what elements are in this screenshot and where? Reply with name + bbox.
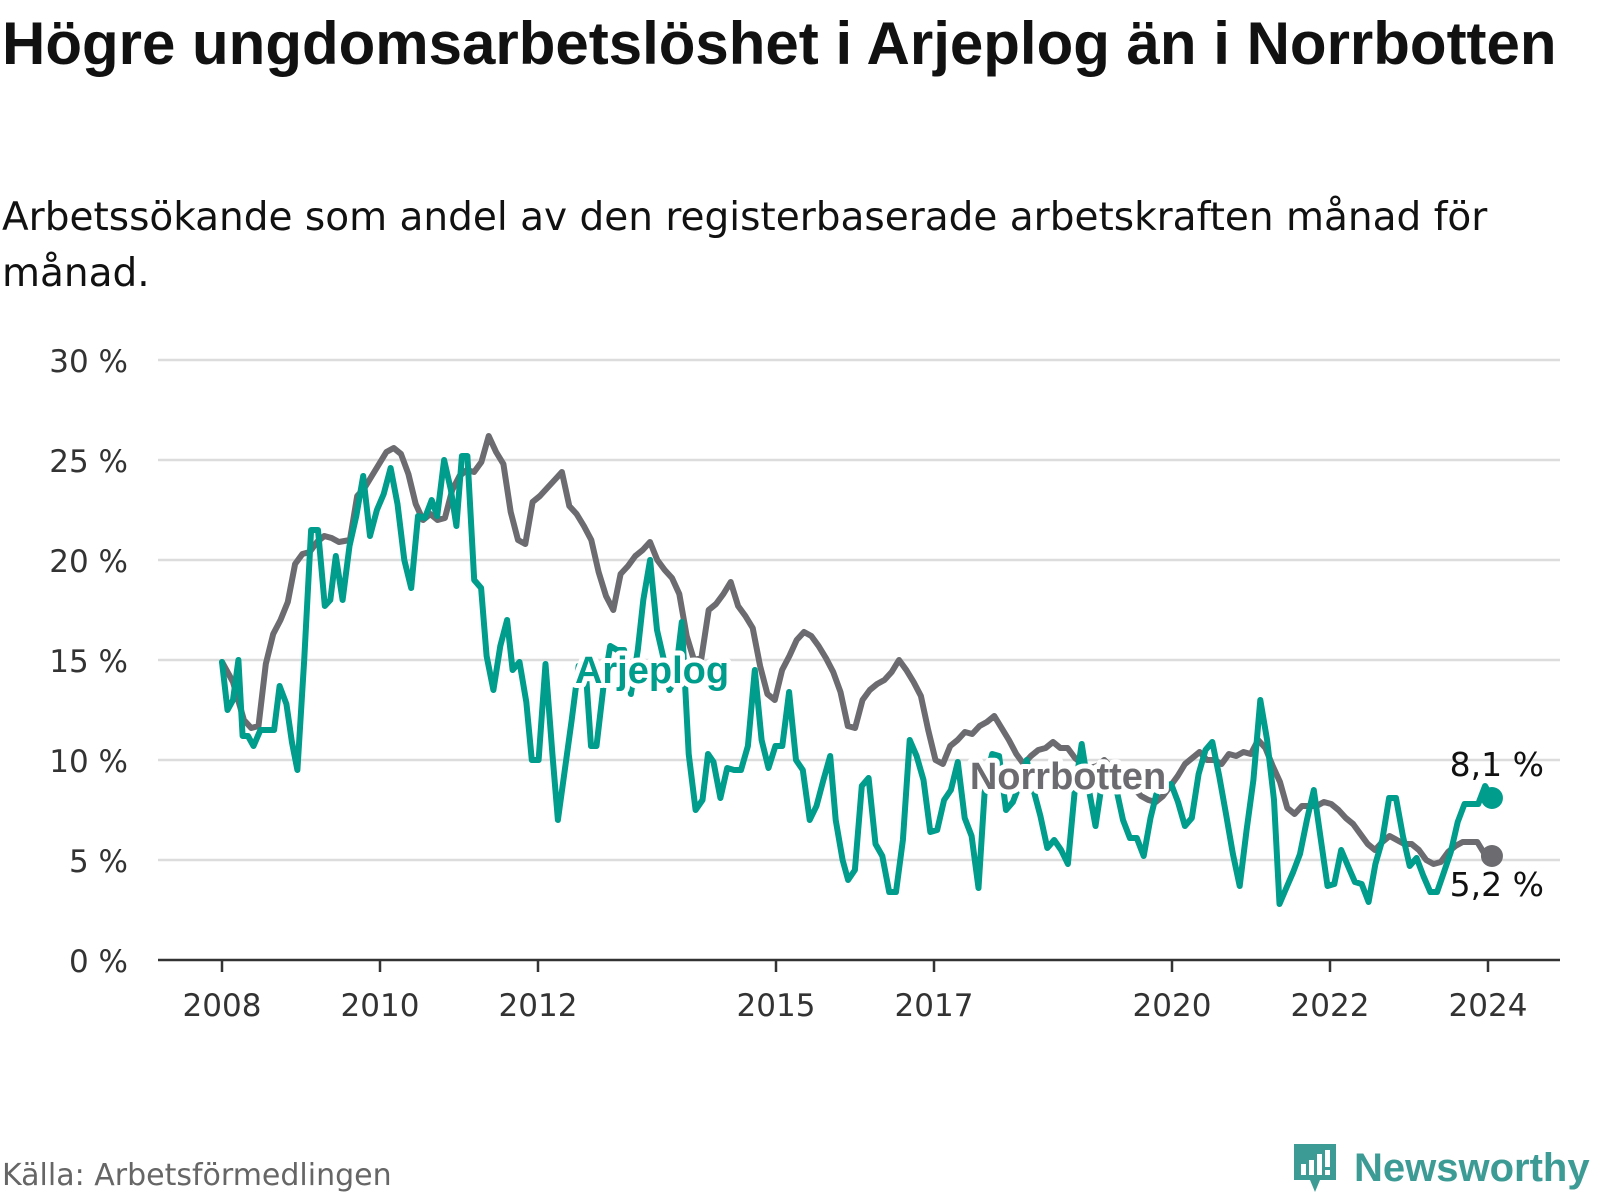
y-tick-label: 25 % (49, 444, 128, 480)
brand-logo: Newsworthy (1290, 1140, 1590, 1196)
series-label-arjeplog-halo: Arjeplog (575, 650, 729, 692)
y-tick-label: 0 % (69, 944, 128, 980)
y-tick-label: 20 % (49, 544, 128, 580)
y-tick-label: 15 % (49, 644, 128, 680)
y-tick-label: 10 % (49, 744, 128, 780)
x-tick-label: 2010 (341, 988, 420, 1024)
series-lines (219, 433, 1503, 907)
x-tick-label: 2020 (1133, 988, 1212, 1024)
chart-title: Högre ungdomsarbetslöshet i Arjeplog än … (2, 10, 1557, 77)
end-point-arjeplog (1480, 787, 1503, 809)
x-tick-label: 2008 (183, 988, 262, 1024)
series-line-arjeplog (219, 453, 1495, 907)
x-axis: 2008 2010 2012 2015 2017 2020 2022 2024 (158, 958, 1560, 1024)
series-label-norrbotten: Norrbotten (970, 756, 1166, 798)
end-point-norrbotten (1480, 845, 1503, 867)
series-labels: 8,1 %5,2 %ArjeplogArjeplogNorrbottenNorr… (570, 645, 1544, 904)
chart-subtitle: Arbetssökande som andel av den registerb… (2, 195, 1488, 296)
x-tick-label: 2024 (1449, 988, 1528, 1024)
series-label-norrbotten-halo: Norrbotten (970, 756, 1166, 798)
y-tick-label: 30 % (49, 344, 128, 380)
y-tick-label: 5 % (69, 844, 128, 880)
line-chart: 0 %5 %10 %15 %20 %25 %30 % 2008 2010 2012 2… (49, 344, 1560, 1024)
y-axis-ticks: 0 % 5 % 10 % 15 % 20 % 25 % 30 % (49, 344, 128, 980)
x-tick-label: 2022 (1291, 988, 1370, 1024)
x-tick-label: 2015 (737, 988, 816, 1024)
series-line-norrbotten (219, 433, 1495, 867)
brand-name: Newsworthy (1354, 1145, 1590, 1190)
x-tick-label: 2012 (499, 988, 578, 1024)
source-note: Källa: Arbetsförmedlingen (2, 1158, 392, 1193)
series-label-arjeplog: Arjeplog (575, 650, 729, 692)
end-label-arjeplog: 8,1 % (1450, 745, 1544, 784)
newsworthy-logo-icon (1294, 1144, 1336, 1192)
end-label-norrbotten: 5,2 % (1450, 865, 1544, 904)
x-tick-label: 2017 (895, 988, 974, 1024)
